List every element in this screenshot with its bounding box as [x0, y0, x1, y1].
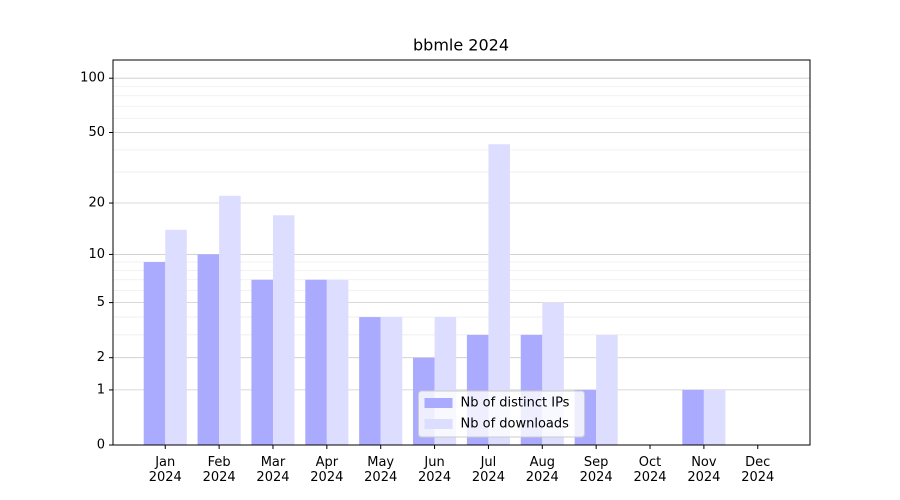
x-tick-label: Jan 2024: [149, 455, 182, 485]
x-tick-label: Mar 2024: [256, 455, 289, 485]
y-tick-label: 100: [80, 71, 105, 86]
y-tick-label: 10: [88, 247, 105, 262]
bar: [596, 334, 618, 445]
bar: [272, 215, 295, 445]
plot-frame: [112, 59, 811, 446]
x-tick-label: Jun 2024: [418, 455, 451, 485]
legend: Nb of distinct IPs Nb of downloads: [418, 390, 585, 438]
bar: [251, 279, 273, 445]
x-tick-label: Sep 2024: [580, 455, 613, 485]
legend-frame: [418, 390, 585, 438]
y-tick-label: 0: [97, 438, 105, 453]
y-tick-label: 20: [88, 196, 105, 211]
x-tick-label: Jul 2024: [472, 455, 505, 485]
bar: [143, 261, 166, 445]
chart-title: bbmle 2024: [413, 36, 509, 55]
x-tick-label: Oct 2024: [633, 455, 666, 485]
y-tick-label: 1: [97, 382, 105, 397]
x-tick-label: Feb 2024: [203, 455, 236, 485]
y-tick-label: 50: [88, 125, 105, 140]
x-tick-label: Aug 2024: [526, 455, 559, 485]
legend-label: Nb of distinct IPs: [461, 396, 570, 411]
x-tick-label: Apr 2024: [310, 455, 343, 485]
x-tick-label: Nov 2024: [687, 455, 720, 485]
bar: [488, 144, 510, 445]
bar: [682, 389, 704, 445]
bar: [197, 254, 220, 445]
legend-swatch: [424, 398, 453, 408]
bar: [219, 195, 241, 445]
bar: [703, 389, 726, 445]
bar: [305, 279, 327, 445]
y-tick-label: 5: [97, 295, 105, 310]
legend-label: Nb of downloads: [461, 417, 570, 432]
legend-swatch: [424, 419, 453, 429]
y-tick-label: 2: [97, 350, 105, 365]
bar: [380, 317, 403, 445]
x-tick-label: Dec 2024: [741, 455, 774, 485]
bar: [165, 229, 187, 445]
bar: [326, 279, 349, 445]
bar: [359, 317, 381, 445]
x-tick-label: May 2024: [364, 455, 397, 485]
